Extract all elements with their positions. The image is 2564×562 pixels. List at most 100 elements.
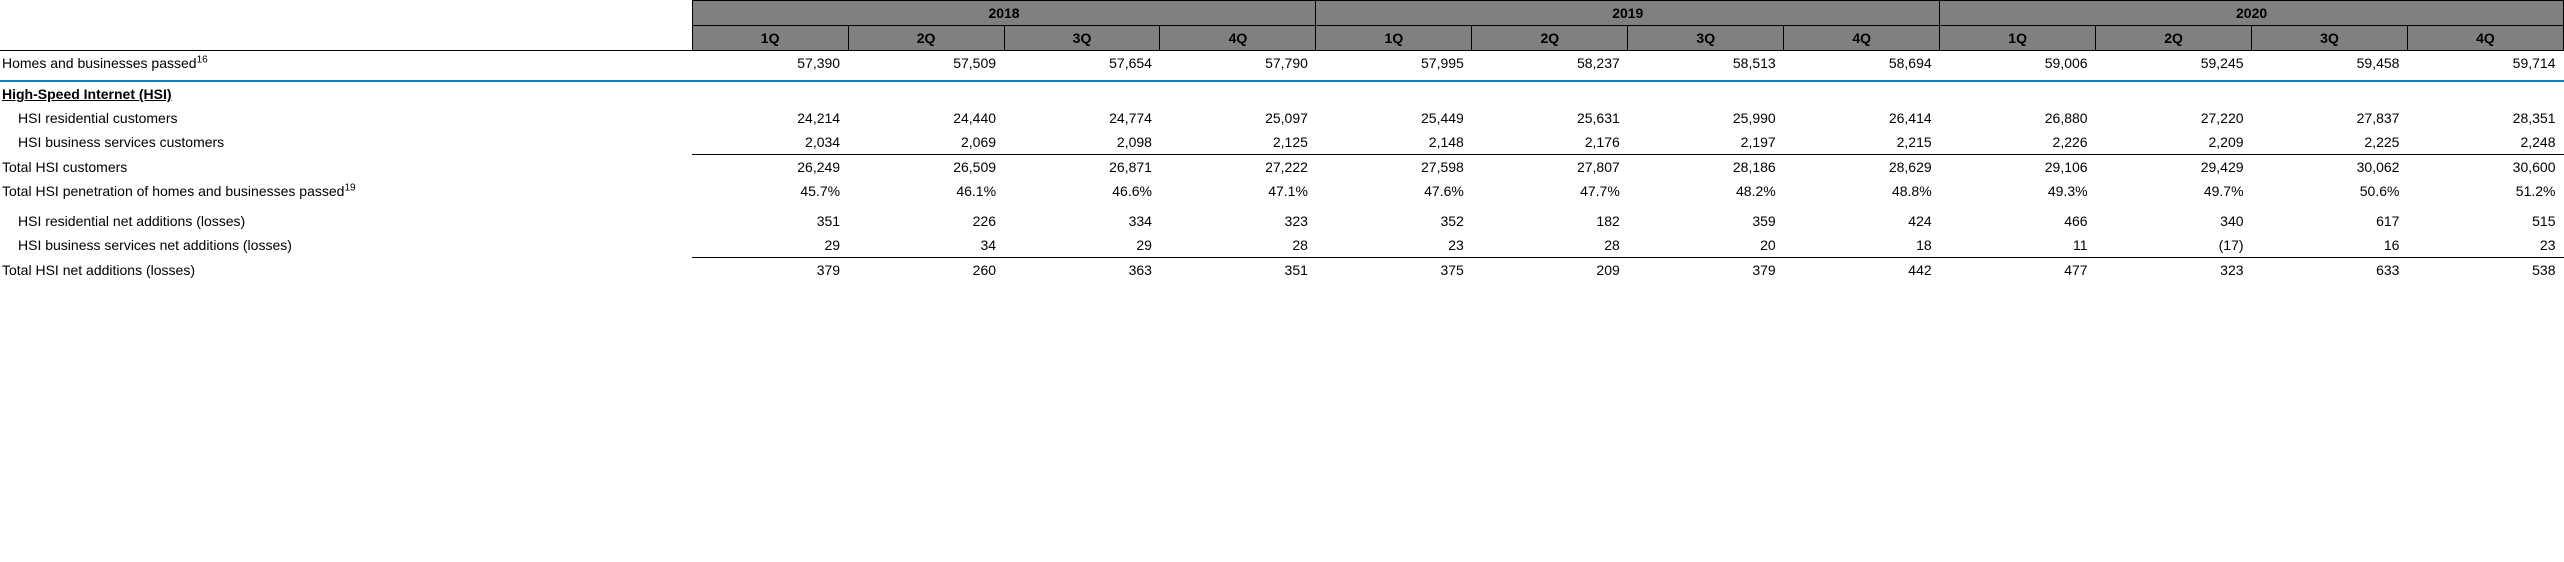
cell-value: 59,006 <box>1940 51 2096 76</box>
cell-value: 47.1% <box>1160 179 1316 203</box>
cell-value: 24,440 <box>848 106 1004 130</box>
cell-value: 2,215 <box>1784 130 1940 155</box>
cell-value: 57,509 <box>848 51 1004 76</box>
row-label: HSI business services customers <box>0 130 692 155</box>
section-title-row: High-Speed Internet (HSI) <box>0 81 2564 106</box>
year-2019: 2019 <box>1316 1 1940 26</box>
cell-value: 57,390 <box>692 51 848 76</box>
row-label: HSI business services net additions (los… <box>0 233 692 258</box>
cell-value: 2,248 <box>2407 130 2563 155</box>
cell-value: 49.3% <box>1940 179 2096 203</box>
cell-value: 617 <box>2252 209 2408 233</box>
cell-value: 363 <box>1004 258 1160 283</box>
table-body: Homes and businesses passed1657,39057,50… <box>0 51 2564 283</box>
cell-value: 323 <box>1160 209 1316 233</box>
cell-value: 26,414 <box>1784 106 1940 130</box>
header-blank <box>0 26 692 51</box>
cell-value: 359 <box>1628 209 1784 233</box>
cell-value: 26,880 <box>1940 106 2096 130</box>
q-2020-4: 4Q <box>2407 26 2563 51</box>
cell-value: 48.2% <box>1628 179 1784 203</box>
cell-value: 25,449 <box>1316 106 1472 130</box>
cell-value: 351 <box>1160 258 1316 283</box>
cell-value: 23 <box>2407 233 2563 258</box>
q-2018-4: 4Q <box>1160 26 1316 51</box>
cell-value: 27,598 <box>1316 155 1472 180</box>
cell-value: 26,249 <box>692 155 848 180</box>
cell-value: 59,245 <box>2096 51 2252 76</box>
cell-value: 59,714 <box>2407 51 2563 76</box>
cell-value: 2,069 <box>848 130 1004 155</box>
cell-value: 375 <box>1316 258 1472 283</box>
cell-value: 2,034 <box>692 130 848 155</box>
cell-value: 30,600 <box>2407 155 2563 180</box>
cell-value: 182 <box>1472 209 1628 233</box>
cell-value: 27,222 <box>1160 155 1316 180</box>
cell-value: 24,214 <box>692 106 848 130</box>
cell-value: 379 <box>1628 258 1784 283</box>
cell-value: 29 <box>692 233 848 258</box>
cell-value: 24,774 <box>1004 106 1160 130</box>
cell-value: 48.8% <box>1784 179 1940 203</box>
cell-value: 633 <box>2252 258 2408 283</box>
cell-value: 47.7% <box>1472 179 1628 203</box>
cell-value: 538 <box>2407 258 2563 283</box>
cell-value: 23 <box>1316 233 1472 258</box>
cell-value: 424 <box>1784 209 1940 233</box>
q-2019-3: 3Q <box>1628 26 1784 51</box>
cell-value: 26,509 <box>848 155 1004 180</box>
cell-value: 49.7% <box>2096 179 2252 203</box>
cell-value: 2,226 <box>1940 130 2096 155</box>
footnote-ref: 19 <box>344 182 355 193</box>
cell-value: 2,098 <box>1004 130 1160 155</box>
cell-value: 209 <box>1472 258 1628 283</box>
cell-value: 226 <box>848 209 1004 233</box>
cell-value: 50.6% <box>2252 179 2408 203</box>
q-2020-1: 1Q <box>1940 26 2096 51</box>
cell-value: 46.6% <box>1004 179 1160 203</box>
row-label: Total HSI net additions (losses) <box>0 258 692 283</box>
cell-value: 28,186 <box>1628 155 1784 180</box>
cell-value: 58,237 <box>1472 51 1628 76</box>
cell-value: 260 <box>848 258 1004 283</box>
cell-value: 340 <box>2096 209 2252 233</box>
cell-value: 477 <box>1940 258 2096 283</box>
table-row: Total HSI penetration of homes and busin… <box>0 179 2564 203</box>
cell-value: 57,790 <box>1160 51 1316 76</box>
table-row: HSI business services net additions (los… <box>0 233 2564 258</box>
cell-value: 379 <box>692 258 848 283</box>
cell-value: 25,631 <box>1472 106 1628 130</box>
cell-value: 352 <box>1316 209 1472 233</box>
year-header-row: 2018 2019 2020 <box>0 1 2564 26</box>
cell-value: 351 <box>692 209 848 233</box>
cell-value: 334 <box>1004 209 1160 233</box>
cell-value: 28,351 <box>2407 106 2563 130</box>
cell-value: 58,694 <box>1784 51 1940 76</box>
cell-value: 29 <box>1004 233 1160 258</box>
hsi-metrics-table: 2018 2019 2020 1Q 2Q 3Q 4Q 1Q 2Q 3Q 4Q 1… <box>0 0 2564 282</box>
cell-value: 18 <box>1784 233 1940 258</box>
cell-value: 47.6% <box>1316 179 1472 203</box>
q-2018-3: 3Q <box>1004 26 1160 51</box>
cell-value: 57,654 <box>1004 51 1160 76</box>
cell-value: 57,995 <box>1316 51 1472 76</box>
q-2019-4: 4Q <box>1784 26 1940 51</box>
cell-value: (17) <box>2096 233 2252 258</box>
cell-value: 11 <box>1940 233 2096 258</box>
cell-value: 2,209 <box>2096 130 2252 155</box>
q-2019-1: 1Q <box>1316 26 1472 51</box>
table-row: Homes and businesses passed1657,39057,50… <box>0 51 2564 76</box>
header-blank <box>0 1 692 26</box>
table-row: HSI residential net additions (losses)35… <box>0 209 2564 233</box>
cell-value: 34 <box>848 233 1004 258</box>
cell-value: 20 <box>1628 233 1784 258</box>
row-label: HSI residential customers <box>0 106 692 130</box>
cell-value: 466 <box>1940 209 2096 233</box>
cell-value: 27,807 <box>1472 155 1628 180</box>
cell-value: 29,429 <box>2096 155 2252 180</box>
row-label: Total HSI penetration of homes and busin… <box>0 179 692 203</box>
cell-value: 28,629 <box>1784 155 1940 180</box>
row-label: Homes and businesses passed16 <box>0 51 692 76</box>
table-row: HSI residential customers24,21424,44024,… <box>0 106 2564 130</box>
cell-value: 58,513 <box>1628 51 1784 76</box>
